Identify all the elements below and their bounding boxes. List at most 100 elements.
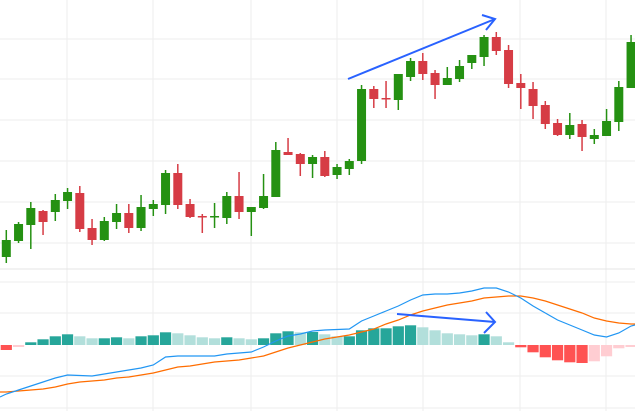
- arrow-head-icon: [481, 14, 497, 31]
- macd-lines: [0, 287, 635, 398]
- candle-down: [540, 105, 550, 124]
- candle-down: [75, 193, 85, 229]
- histogram-bar-positive: [184, 335, 196, 345]
- histogram-bar-positive: [490, 336, 502, 345]
- candle-up: [565, 125, 575, 135]
- histogram-bar-positive: [98, 338, 110, 345]
- histogram-bar-positive: [404, 325, 417, 345]
- histogram-bar-negative: [564, 345, 576, 363]
- candle-down: [185, 204, 195, 217]
- candle-down: [87, 228, 97, 240]
- histogram-bar-positive: [478, 334, 490, 345]
- histogram-bar-positive: [37, 339, 49, 345]
- candle-up: [136, 207, 146, 228]
- histogram-bar-negative: [515, 345, 527, 348]
- candle-up: [50, 200, 60, 212]
- candle-up: [161, 173, 171, 205]
- histogram-bar-positive: [86, 338, 98, 345]
- candle-down: [173, 173, 183, 205]
- histogram-bar-positive: [221, 337, 233, 345]
- candle-down: [234, 196, 244, 212]
- histogram-bar-positive: [417, 327, 429, 345]
- candle-down: [430, 73, 440, 85]
- histogram-bar-positive: [135, 336, 147, 345]
- candle-down: [197, 216, 207, 218]
- histogram-bar-positive: [355, 330, 368, 345]
- histogram-bar-positive: [368, 328, 380, 345]
- histogram-bar-positive: [331, 336, 343, 345]
- candle-down: [124, 213, 134, 228]
- histogram-bar-negative: [527, 345, 539, 353]
- histogram-bar-positive: [172, 333, 184, 345]
- candle-down: [491, 37, 501, 51]
- candle-down: [516, 83, 526, 88]
- histogram-bar-negative: [539, 345, 551, 358]
- candle-down: [320, 157, 330, 176]
- candle-down: [528, 89, 538, 106]
- histogram-bar-positive: [392, 326, 404, 345]
- histogram-bar-positive: [74, 336, 86, 345]
- candle-down: [504, 50, 514, 84]
- candle-up: [259, 196, 269, 208]
- candle-up: [344, 161, 354, 169]
- signal-line: [0, 295, 635, 393]
- histogram-bar-negative: [613, 345, 625, 349]
- candle-up: [589, 135, 599, 139]
- candle-up: [246, 207, 256, 212]
- histogram-bar-negative: [600, 345, 613, 357]
- candle-up: [14, 224, 24, 241]
- candle-up: [357, 89, 367, 161]
- histogram-bar-negative: [12, 345, 25, 347]
- candle-up: [112, 213, 122, 222]
- candle-up: [308, 157, 318, 164]
- candle-up: [26, 208, 36, 225]
- histogram-bar-positive: [343, 336, 355, 345]
- candle-down: [369, 89, 379, 99]
- histogram-bar-positive: [294, 332, 306, 345]
- histogram-bar-positive: [159, 332, 172, 345]
- histogram-bar-negative: [551, 345, 564, 361]
- candle-down: [295, 154, 305, 164]
- histogram-bar-negative: [0, 345, 12, 350]
- macd-line: [0, 287, 635, 398]
- candle-up: [626, 42, 635, 88]
- histogram-bar-negative: [588, 345, 600, 362]
- candle-up: [614, 87, 624, 122]
- candle-down: [38, 211, 48, 222]
- histogram-bar-positive: [110, 337, 123, 345]
- histogram-bar-positive: [123, 338, 135, 345]
- candle-up: [271, 150, 281, 197]
- histogram-bar-positive: [196, 337, 208, 345]
- histogram-bar-positive: [380, 328, 392, 345]
- candle-up: [455, 66, 465, 79]
- annotations: [347, 14, 497, 334]
- candle-up: [332, 167, 342, 175]
- histogram-bar-positive: [282, 331, 294, 345]
- candle-up: [479, 37, 489, 57]
- histogram-bar-positive: [245, 339, 257, 345]
- histogram-bar-positive: [208, 338, 221, 345]
- candle-up: [442, 78, 452, 85]
- histogram-bar-positive: [306, 332, 319, 345]
- arrow-head-icon: [483, 311, 497, 334]
- trend-arrow-macd: [396, 313, 496, 323]
- candle-down: [381, 98, 391, 100]
- histogram-bar-positive: [49, 336, 61, 345]
- candle-up: [99, 221, 109, 240]
- histogram-bar-negative: [576, 345, 588, 363]
- candlestick-series: [1, 32, 635, 263]
- histogram-bar-positive: [233, 338, 245, 345]
- candle-down: [577, 124, 587, 137]
- histogram-bar-positive: [147, 335, 159, 345]
- candle-up: [602, 121, 612, 136]
- candle-up: [467, 55, 477, 63]
- histogram-bar-positive: [466, 335, 478, 345]
- candle-up: [210, 216, 220, 218]
- candle-up: [63, 192, 73, 201]
- trend-arrow-price: [347, 18, 496, 80]
- histogram-bar-positive: [61, 334, 74, 345]
- candle-up: [1, 240, 11, 257]
- candle-down: [283, 152, 293, 155]
- histogram-bar-positive: [270, 333, 282, 345]
